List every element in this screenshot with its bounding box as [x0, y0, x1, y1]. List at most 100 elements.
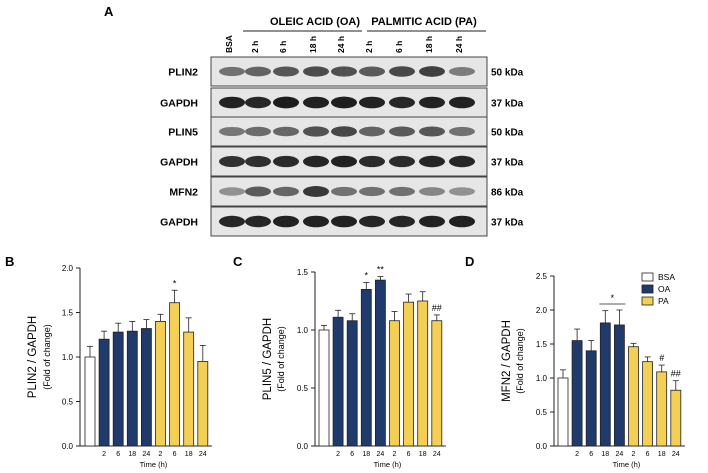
y-tick-label: 2.5	[536, 272, 548, 281]
x-tick-label: 2	[632, 451, 636, 458]
significance-marker: ##	[671, 369, 681, 379]
bar-bsa	[318, 329, 330, 447]
blot-band	[303, 96, 329, 109]
blot-size-label: 86 kDa	[491, 188, 524, 199]
blot-band	[219, 96, 245, 109]
bar-oa	[346, 320, 358, 447]
y-axis-label: PLIN2 / GAPDH	[27, 316, 39, 398]
x-tick-label: 18	[658, 451, 666, 458]
blot-band	[303, 66, 329, 77]
blot-band	[219, 155, 245, 168]
y-tick-label: 0.0	[297, 442, 309, 451]
y-tick-label: 0.5	[536, 408, 548, 417]
y-tick-label: 0.5	[297, 384, 309, 393]
blot-lane-label: 18 h	[424, 36, 434, 53]
x-tick-label: 2	[102, 451, 106, 458]
chart-plin5: C PLIN5 / GAPDH (Fold of change) 0.0 0.5 1.0 1…	[233, 254, 446, 469]
blot-band	[273, 126, 299, 137]
x-tick-label: 24	[616, 451, 624, 458]
blot-band	[219, 126, 245, 137]
y-tick-label: 0.0	[536, 442, 548, 451]
x-tick-label: 2	[159, 451, 163, 458]
bar-oa	[98, 338, 110, 447]
bar-pa	[197, 361, 209, 447]
bar-pa	[169, 302, 181, 447]
x-axis-title: Time (h)	[374, 460, 402, 469]
blot-band	[273, 96, 299, 109]
x-tick-label: 24	[143, 451, 151, 458]
blot-band	[359, 126, 385, 137]
blot-lane-label: 6 h	[278, 41, 288, 53]
y-axis-sublabel: (Fold of change)	[515, 328, 525, 394]
blot-band	[389, 126, 415, 137]
bar-pa	[155, 320, 166, 447]
x-tick-label: 18	[128, 451, 136, 458]
blot-size-label: 37 kDa	[491, 158, 524, 169]
y-tick-label: 1.5	[62, 309, 74, 318]
bar-pa	[417, 300, 429, 447]
blot-band	[331, 215, 357, 228]
blot-band	[245, 186, 271, 197]
blot-band	[389, 96, 415, 109]
blot-band	[331, 66, 357, 77]
x-tick-label: 18	[601, 451, 609, 458]
y-tick-label: 1.0	[62, 353, 74, 362]
bar-oa	[374, 279, 386, 447]
blot-size-label: 50 kDa	[491, 128, 524, 139]
blot-band	[419, 66, 445, 77]
y-axis-label: PLIN5 / GAPDH	[262, 318, 274, 400]
y-tick-label: 0.5	[62, 398, 74, 407]
bar-oa	[571, 340, 583, 447]
bar-oa	[332, 316, 344, 447]
bar-pa	[670, 389, 682, 447]
y-tick-label: 2.0	[536, 306, 548, 315]
blot-band	[449, 187, 475, 196]
blot-size-label: 37 kDa	[491, 218, 524, 229]
blot-row-label: MFN2	[169, 187, 198, 199]
blot-lane-label: 6 h	[394, 41, 404, 53]
blot-band	[303, 126, 329, 137]
blot-band	[331, 96, 357, 109]
blot-rows: PLIN2 50 kDa GAPDH 37 kDa PLIN5 50 kDa GAPDH 37…	[160, 56, 524, 237]
panel-letter: D	[465, 254, 474, 269]
x-tick-label: 6	[116, 451, 120, 458]
blot-lane-label: BSA	[224, 35, 234, 53]
blot-lane-label: 2 h	[364, 41, 374, 53]
panel-letter: B	[5, 254, 14, 269]
x-tick-label: 6	[173, 451, 177, 458]
blot-lane-label: 18 h	[308, 36, 318, 53]
x-tick-label: 2	[575, 451, 579, 458]
blot-band	[245, 215, 271, 228]
blot-band	[389, 186, 415, 197]
y-tick-label: 1.0	[297, 326, 309, 335]
blot-row-label: PLIN2	[168, 67, 198, 79]
significance-marker: *	[365, 270, 369, 280]
blot-band	[449, 155, 475, 168]
x-tick-label: 2	[393, 451, 397, 458]
x-tick-label: 2	[336, 451, 340, 458]
blot-band	[449, 126, 475, 137]
chart-legend: BSA OA PA	[641, 272, 675, 306]
blot-size-label: 37 kDa	[491, 99, 524, 110]
bar-pa	[656, 371, 668, 447]
blot-band	[449, 67, 475, 76]
blot-band	[449, 96, 475, 109]
blot-band	[219, 215, 245, 228]
blot-band	[273, 66, 299, 77]
blot-band	[359, 215, 385, 228]
y-axis-sublabel: (Fold of change)	[276, 326, 286, 392]
blot-lane-labels: BSA 2 h 6 h 18 h 24 h 2 h 6 h 18 h 24 h	[224, 35, 464, 53]
blot-band	[419, 96, 445, 109]
y-tick-label: 1.0	[536, 374, 548, 383]
blot-band	[245, 66, 271, 77]
x-tick-label: 6	[646, 451, 650, 458]
y-tick-label: 1.5	[297, 268, 309, 277]
blot-band	[273, 186, 299, 197]
blot-band	[331, 126, 357, 137]
y-axis-sublabel: (Fold of change)	[42, 324, 52, 390]
bar-pa	[389, 320, 400, 447]
blot-band	[389, 215, 415, 228]
bar-pa	[642, 361, 653, 447]
bar-pa	[628, 346, 639, 447]
